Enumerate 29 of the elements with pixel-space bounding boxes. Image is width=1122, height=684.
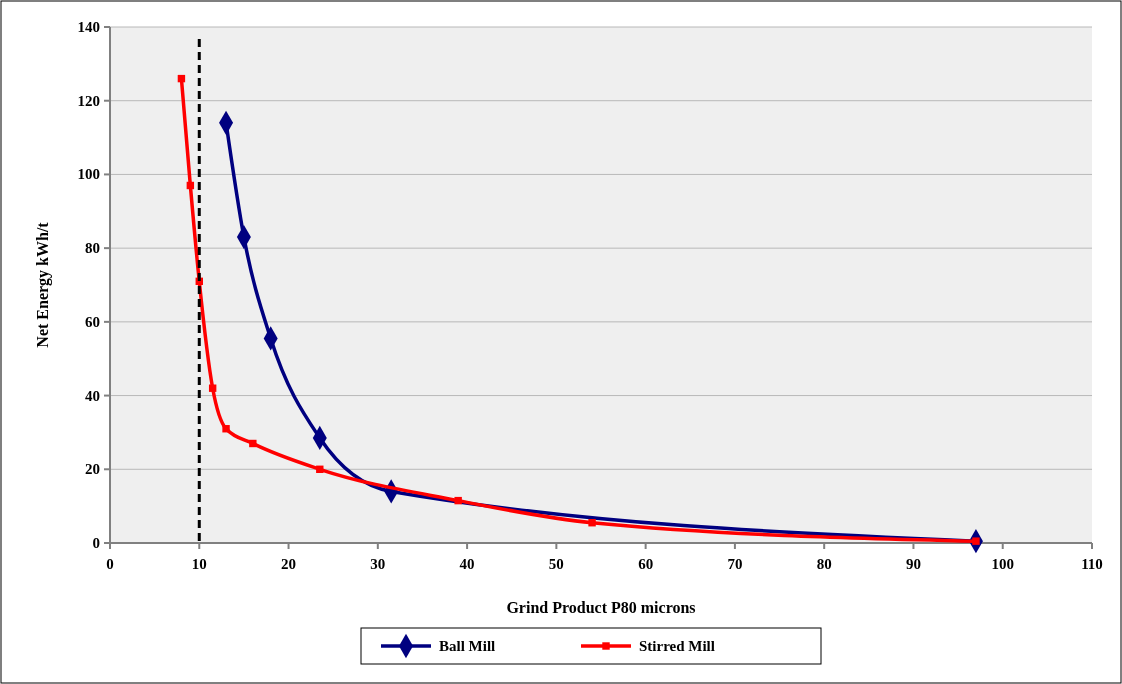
point xyxy=(222,425,230,433)
x-tick-label: 100 xyxy=(991,556,1014,572)
legend-label: Stirred Mill xyxy=(639,638,715,654)
y-tick-label: 20 xyxy=(85,461,100,478)
x-tick-label: 110 xyxy=(1081,556,1103,572)
point xyxy=(208,384,217,392)
y-tick-label: 60 xyxy=(85,313,100,330)
x-tick-label: 60 xyxy=(638,556,654,572)
x-tick-label: 50 xyxy=(548,556,564,572)
point xyxy=(454,496,462,505)
x-tick-label: 80 xyxy=(816,556,832,572)
y-tick-label: 40 xyxy=(85,387,100,404)
x-tick-label: 30 xyxy=(370,556,386,572)
legend-label: Ball Mill xyxy=(439,638,496,654)
y-tick-label: 120 xyxy=(77,92,100,109)
x-tick-label: 40 xyxy=(459,556,475,572)
y-tick-label: 100 xyxy=(77,166,100,183)
x-axis-title: Grind Product P80 microns xyxy=(506,599,696,616)
y-tick-label: 0 xyxy=(92,535,100,551)
x-tick-label: 70 xyxy=(727,556,743,572)
x-tick-label: 0 xyxy=(106,556,114,572)
y-tick-label: 140 xyxy=(77,19,100,35)
point xyxy=(588,519,596,527)
y-tick-label: 80 xyxy=(85,240,100,257)
y-axis-title: Net Energy kWh/t xyxy=(34,221,52,348)
x-tick-label: 20 xyxy=(281,556,297,572)
x-tick-label: 90 xyxy=(905,556,921,572)
x-tick-label: 10 xyxy=(191,556,207,572)
point xyxy=(249,439,257,448)
